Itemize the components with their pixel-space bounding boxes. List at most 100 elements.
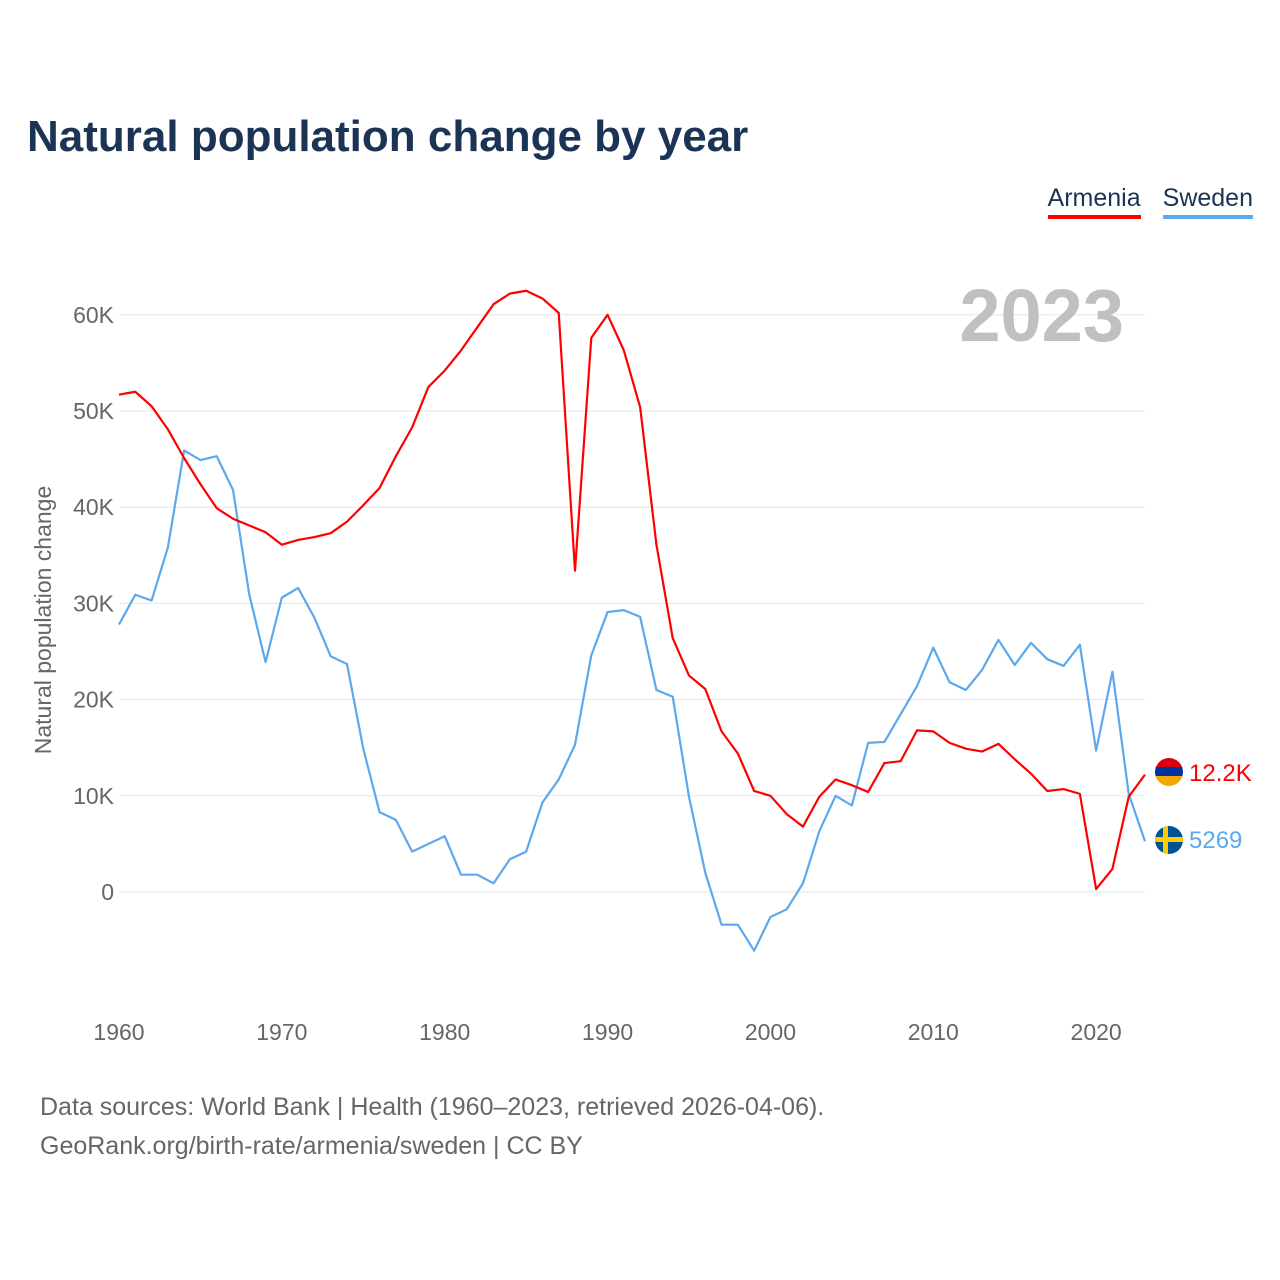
data-point-sweden[interactable] bbox=[1044, 656, 1050, 662]
data-point-sweden[interactable] bbox=[539, 800, 545, 806]
data-point-armenia[interactable] bbox=[556, 310, 562, 316]
data-point-armenia[interactable] bbox=[751, 788, 757, 794]
data-point-sweden[interactable] bbox=[686, 794, 692, 800]
data-point-armenia[interactable] bbox=[344, 519, 350, 525]
data-point-armenia[interactable] bbox=[328, 530, 334, 536]
data-point-sweden[interactable] bbox=[507, 856, 513, 862]
data-point-sweden[interactable] bbox=[295, 585, 301, 591]
data-point-armenia[interactable] bbox=[800, 824, 806, 830]
data-point-armenia[interactable] bbox=[1061, 786, 1067, 792]
data-point-sweden[interactable] bbox=[458, 872, 464, 878]
data-point-sweden[interactable] bbox=[572, 742, 578, 748]
data-point-armenia[interactable] bbox=[1109, 866, 1115, 872]
data-point-armenia[interactable] bbox=[132, 389, 138, 395]
data-point-armenia[interactable] bbox=[246, 522, 252, 528]
data-point-sweden[interactable] bbox=[719, 922, 725, 928]
data-point-sweden[interactable] bbox=[865, 740, 871, 746]
data-point-sweden[interactable] bbox=[360, 746, 366, 752]
data-point-sweden[interactable] bbox=[605, 609, 611, 615]
data-point-sweden[interactable] bbox=[474, 872, 480, 878]
data-point-armenia[interactable] bbox=[230, 516, 236, 522]
data-point-armenia[interactable] bbox=[279, 542, 285, 548]
data-point-armenia[interactable] bbox=[947, 740, 953, 746]
data-point-armenia[interactable] bbox=[686, 673, 692, 679]
data-point-armenia[interactable] bbox=[849, 782, 855, 788]
data-point-armenia[interactable] bbox=[1028, 771, 1034, 777]
data-point-sweden[interactable] bbox=[1093, 748, 1099, 754]
legend-sweden[interactable]: Sweden bbox=[1162, 184, 1253, 219]
data-point-sweden[interactable] bbox=[425, 841, 431, 847]
data-point-sweden[interactable] bbox=[328, 653, 334, 659]
data-point-sweden[interactable] bbox=[1077, 642, 1083, 648]
data-point-armenia[interactable] bbox=[116, 392, 122, 398]
data-point-sweden[interactable] bbox=[149, 598, 155, 604]
data-point-armenia[interactable] bbox=[539, 295, 545, 301]
data-point-armenia[interactable] bbox=[197, 481, 203, 487]
data-point-armenia[interactable] bbox=[963, 746, 969, 752]
data-point-armenia[interactable] bbox=[995, 741, 1001, 747]
data-point-armenia[interactable] bbox=[311, 534, 317, 540]
data-point-armenia[interactable] bbox=[523, 288, 529, 294]
data-point-sweden[interactable] bbox=[995, 637, 1001, 643]
data-point-sweden[interactable] bbox=[881, 739, 887, 745]
data-point-sweden[interactable] bbox=[767, 914, 773, 920]
data-point-armenia[interactable] bbox=[979, 749, 985, 755]
data-point-sweden[interactable] bbox=[849, 802, 855, 808]
data-point-sweden[interactable] bbox=[116, 622, 122, 628]
data-point-sweden[interactable] bbox=[132, 592, 138, 598]
data-point-sweden[interactable] bbox=[914, 683, 920, 689]
data-point-armenia[interactable] bbox=[572, 568, 578, 574]
data-point-sweden[interactable] bbox=[702, 870, 708, 876]
data-point-sweden[interactable] bbox=[833, 793, 839, 799]
data-point-armenia[interactable] bbox=[393, 453, 399, 459]
data-point-sweden[interactable] bbox=[930, 645, 936, 651]
data-point-sweden[interactable] bbox=[653, 687, 659, 693]
data-point-armenia[interactable] bbox=[1093, 886, 1099, 892]
data-point-armenia[interactable] bbox=[149, 403, 155, 409]
data-point-armenia[interactable] bbox=[1077, 791, 1083, 797]
data-point-armenia[interactable] bbox=[1142, 772, 1148, 778]
data-point-armenia[interactable] bbox=[442, 368, 448, 374]
data-point-armenia[interactable] bbox=[735, 750, 741, 756]
data-point-armenia[interactable] bbox=[458, 347, 464, 353]
data-point-sweden[interactable] bbox=[800, 880, 806, 886]
data-point-sweden[interactable] bbox=[1142, 838, 1148, 844]
data-point-sweden[interactable] bbox=[230, 487, 236, 493]
data-point-armenia[interactable] bbox=[491, 301, 497, 307]
data-point-armenia[interactable] bbox=[605, 312, 611, 318]
data-point-armenia[interactable] bbox=[898, 758, 904, 764]
data-point-sweden[interactable] bbox=[523, 849, 529, 855]
data-point-armenia[interactable] bbox=[865, 789, 871, 795]
data-point-sweden[interactable] bbox=[637, 614, 643, 620]
data-point-sweden[interactable] bbox=[670, 694, 676, 700]
data-point-armenia[interactable] bbox=[670, 635, 676, 641]
data-point-sweden[interactable] bbox=[588, 652, 594, 658]
data-point-sweden[interactable] bbox=[816, 828, 822, 834]
data-point-sweden[interactable] bbox=[311, 615, 317, 621]
data-point-sweden[interactable] bbox=[197, 457, 203, 463]
data-point-armenia[interactable] bbox=[930, 728, 936, 734]
data-point-armenia[interactable] bbox=[409, 424, 415, 430]
data-point-armenia[interactable] bbox=[767, 793, 773, 799]
data-point-armenia[interactable] bbox=[621, 347, 627, 353]
data-point-armenia[interactable] bbox=[425, 384, 431, 390]
legend-armenia[interactable]: Armenia bbox=[1047, 184, 1141, 219]
data-point-sweden[interactable] bbox=[1012, 662, 1018, 668]
attribution-link[interactable]: GeoRank.org/birth-rate/armenia/sweden | … bbox=[40, 1132, 583, 1160]
data-point-armenia[interactable] bbox=[263, 529, 269, 535]
data-point-sweden[interactable] bbox=[491, 880, 497, 886]
data-point-sweden[interactable] bbox=[735, 922, 741, 928]
data-point-armenia[interactable] bbox=[377, 485, 383, 491]
data-point-sweden[interactable] bbox=[344, 661, 350, 667]
data-point-sweden[interactable] bbox=[279, 595, 285, 601]
data-point-sweden[interactable] bbox=[898, 711, 904, 717]
data-point-sweden[interactable] bbox=[1061, 663, 1067, 669]
data-point-armenia[interactable] bbox=[719, 728, 725, 734]
data-point-sweden[interactable] bbox=[784, 906, 790, 912]
data-point-sweden[interactable] bbox=[393, 817, 399, 823]
data-point-sweden[interactable] bbox=[963, 687, 969, 693]
data-point-sweden[interactable] bbox=[409, 849, 415, 855]
data-point-armenia[interactable] bbox=[637, 404, 643, 410]
data-point-sweden[interactable] bbox=[442, 833, 448, 839]
data-point-sweden[interactable] bbox=[556, 776, 562, 782]
